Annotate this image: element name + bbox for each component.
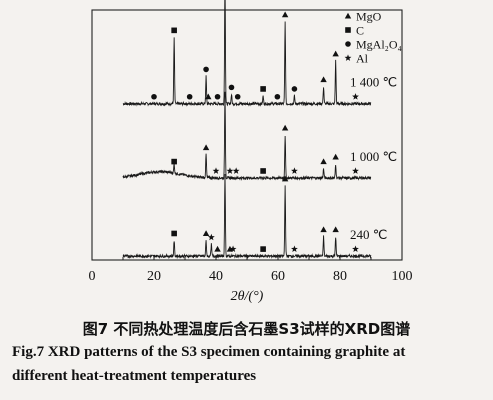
phase-marker-circle [203,66,209,73]
series-temperature-label: 1 000 ℃ [350,149,397,164]
phase-marker-triangle [332,226,339,233]
phase-marker-triangle [281,124,289,131]
phase-marker-triangle [332,153,339,160]
phase-marker-triangle [320,158,327,165]
phase-marker-triangle [320,76,327,83]
figure-caption-english-line1: Fig.7 XRD patterns of the S3 specimen co… [12,344,406,360]
x-tick-label: 0 [89,269,96,284]
legend-marker-star [344,54,352,61]
figure-caption-english-line2: different heat-treatment temperatures [12,368,257,384]
x-tick-label: 40 [209,269,223,284]
phase-marker-triangle [202,144,210,151]
phase-marker-circle [228,84,235,91]
xrd-series-1 [122,91,372,181]
phase-marker-star [226,167,234,174]
phase-marker-triangle [320,226,327,233]
phase-marker-square [260,246,266,252]
phase-marker-triangle [202,230,210,237]
legend-label: MgAl₂O₄ [356,38,402,52]
phase-marker-star [229,245,237,253]
phase-marker-circle [214,93,221,100]
phase-marker-triangle [205,93,212,100]
phase-marker-star [352,167,359,174]
phase-marker-star [207,233,215,241]
legend-marker-circle [345,41,351,47]
x-axis-label: 2θ/(°) [231,289,264,304]
phase-marker-square [171,230,177,237]
phase-marker-square [260,168,266,174]
x-tick-label: 100 [392,269,413,284]
phase-marker-triangle [281,175,289,182]
phase-marker-square [171,158,177,165]
phase-marker-square [171,27,177,34]
x-tick-label: 80 [333,269,347,284]
phase-marker-star [232,167,240,174]
phase-marker-star [352,93,359,100]
phase-marker-circle [186,93,193,100]
xrd-series-2 [122,174,372,260]
phase-marker-triangle [332,50,339,57]
phase-marker-circle [151,93,157,100]
xrd-series-line [122,91,372,181]
phase-marker-circle [291,86,298,92]
phase-marker-star [291,167,298,174]
xrd-series-line [122,0,372,107]
legend-label: C [356,24,364,38]
xrd-series-line [122,174,372,260]
phase-marker-star [212,167,220,174]
phase-marker-square [260,86,266,92]
series-temperature-label: 240 ℃ [350,227,387,242]
phase-marker-triangle [281,11,289,18]
legend-marker-square [345,27,351,33]
legend-label: Al [356,52,369,66]
phase-marker-circle [274,93,281,100]
series-temperature-label: 1 400 ℃ [350,75,397,90]
phase-marker-circle [234,93,241,100]
x-tick-label: 60 [271,269,285,284]
phase-marker-star [352,245,359,253]
legend-marker-triangle [344,12,352,19]
legend-label: MgO [356,10,382,24]
xrd-series-0 [122,0,372,107]
phase-marker-star [291,245,298,253]
phase-marker-triangle [214,245,221,252]
figure-caption-chinese: 图7 不同热处理温度后含石墨S3试样的XRD图谱 [82,320,411,338]
x-tick-label: 20 [147,269,161,284]
